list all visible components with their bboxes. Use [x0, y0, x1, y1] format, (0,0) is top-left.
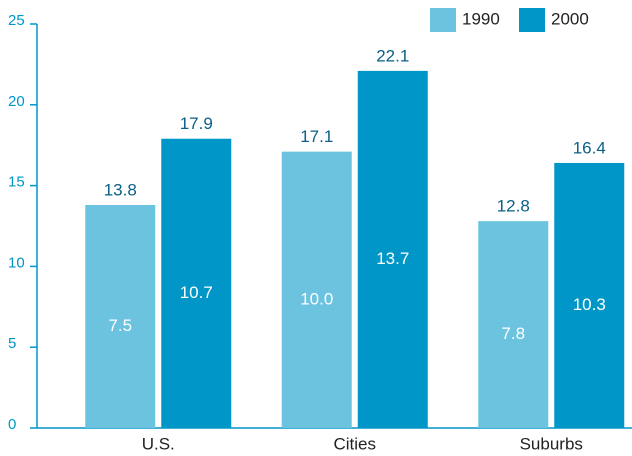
y-tick-label: 15 [8, 174, 25, 191]
bar [85, 204, 156, 428]
bar [478, 221, 549, 428]
legend-label: 1990 [462, 9, 500, 28]
inner-label: 7.8 [501, 324, 525, 343]
legend-swatch [430, 8, 456, 32]
y-tick-label: 10 [8, 254, 25, 271]
x-tick-label: Suburbs [520, 434, 583, 453]
value-label: 16.4 [573, 138, 606, 157]
legend-swatch [519, 8, 545, 32]
y-tick-label: 0 [8, 416, 16, 433]
inner-label: 10.0 [300, 289, 333, 308]
value-label: 22.1 [376, 46, 409, 65]
bar [357, 70, 428, 428]
inner-label: 10.7 [180, 283, 213, 302]
inner-label: 10.3 [573, 295, 606, 314]
inner-label: 7.5 [108, 316, 132, 335]
legend-label: 2000 [551, 9, 589, 28]
value-label: 17.1 [300, 127, 333, 146]
value-label: 17.9 [180, 114, 213, 133]
value-label: 13.8 [104, 180, 137, 199]
y-tick-label: 20 [8, 93, 25, 110]
y-tick-label: 5 [8, 335, 16, 352]
bar [161, 138, 232, 428]
y-tick-label: 25 [8, 12, 25, 29]
bar [281, 151, 352, 428]
x-tick-label: U.S. [142, 434, 175, 453]
inner-label: 13.7 [376, 249, 409, 268]
value-label: 12.8 [497, 197, 530, 216]
x-tick-label: Cities [333, 434, 376, 453]
bar [554, 162, 625, 428]
